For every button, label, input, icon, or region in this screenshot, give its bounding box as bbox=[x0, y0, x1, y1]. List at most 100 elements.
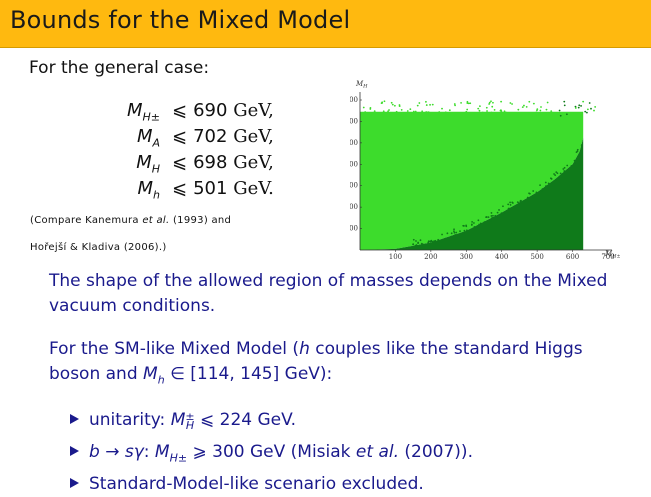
scatter-point bbox=[500, 212, 503, 215]
scatter-point bbox=[479, 222, 482, 225]
scatter-point bbox=[503, 110, 506, 113]
scatter-point bbox=[590, 107, 592, 110]
scatter-point bbox=[465, 229, 468, 232]
scatter-point bbox=[473, 222, 475, 224]
scatter-point bbox=[479, 105, 481, 108]
scatter-point bbox=[576, 148, 579, 151]
scatter-point bbox=[584, 110, 587, 113]
citation-line-2: Hořejší & Kladiva (2006).) bbox=[30, 242, 167, 253]
slide-title: Bounds for the Mixed Model bbox=[10, 6, 351, 34]
bound-rhs: ⩽ 501 GeV. bbox=[172, 178, 274, 199]
scatter-point bbox=[532, 190, 535, 192]
scatter-point bbox=[535, 191, 538, 194]
scatter-point bbox=[434, 239, 437, 242]
scatter-point bbox=[556, 172, 559, 175]
scatter-point bbox=[417, 241, 420, 244]
scatter-point bbox=[412, 243, 415, 246]
scatter-point bbox=[563, 100, 566, 103]
scatter-point bbox=[574, 107, 577, 109]
scatter-point bbox=[425, 104, 428, 106]
bound-row: MH ⩽ 698 GeV, bbox=[72, 152, 274, 178]
scatter-point bbox=[426, 243, 428, 246]
scatter-point bbox=[532, 102, 535, 105]
scatter-point bbox=[547, 182, 550, 185]
scatter-point bbox=[453, 231, 456, 234]
bound-lhs: MH± bbox=[126, 100, 160, 124]
scatter-point bbox=[414, 110, 417, 113]
scatter-point bbox=[507, 203, 510, 206]
scatter-plot: 100 200 300 400 500 600 700 100 200 300 400 500 600… bbox=[350, 80, 620, 261]
scatter-point bbox=[406, 110, 409, 112]
scatter-point bbox=[471, 221, 474, 223]
scatter-point bbox=[502, 205, 504, 208]
scatter-point bbox=[513, 205, 516, 208]
bound-row: MH± ⩽ 690 GeV, bbox=[72, 100, 274, 126]
scatter-point bbox=[440, 240, 443, 243]
scatter-point bbox=[550, 110, 553, 113]
scatter-point bbox=[391, 103, 394, 106]
scatter-point bbox=[546, 101, 549, 104]
scatter-point bbox=[563, 104, 566, 107]
scatter-point bbox=[559, 172, 562, 175]
scatter-point bbox=[414, 246, 417, 249]
scatter-point bbox=[477, 113, 480, 116]
scatter-point bbox=[452, 115, 455, 118]
scatter-point bbox=[559, 114, 562, 117]
scatter-point bbox=[436, 116, 439, 119]
scatter-point bbox=[448, 109, 451, 112]
scatter-point bbox=[476, 225, 479, 228]
scatter-point bbox=[427, 111, 430, 114]
scatter-point bbox=[412, 110, 415, 113]
scatter-point bbox=[415, 245, 418, 248]
bullet-triangle-icon bbox=[70, 446, 79, 456]
y-tick-label: 600 bbox=[350, 117, 358, 125]
scatter-point bbox=[369, 108, 372, 110]
scatter-point bbox=[565, 113, 568, 116]
scatter-point bbox=[387, 110, 389, 113]
bound-row: Mh ⩽ 501 GeV. bbox=[72, 178, 274, 204]
scatter-point bbox=[453, 228, 455, 231]
scatter-point bbox=[509, 201, 511, 204]
scatter-point bbox=[418, 102, 421, 104]
scatter-point bbox=[492, 214, 494, 217]
scatter-point bbox=[549, 177, 552, 180]
scatter-point bbox=[490, 219, 493, 222]
scatter-point bbox=[479, 113, 482, 116]
scatter-point bbox=[415, 240, 417, 242]
y-tick-label: 300 bbox=[350, 182, 358, 190]
scatter-point bbox=[525, 105, 528, 108]
scatter-point bbox=[545, 185, 547, 187]
scatter-point bbox=[572, 112, 575, 115]
scatter-point bbox=[580, 105, 582, 107]
scatter-point bbox=[380, 102, 383, 105]
scatter-point bbox=[481, 111, 484, 114]
bullet-unitarity: unitarity: M± H ⩽ 224 GeV. bbox=[70, 410, 296, 431]
scatter-point bbox=[441, 233, 443, 236]
x-tick-label: 300 bbox=[460, 253, 473, 261]
scatter-point bbox=[460, 101, 462, 104]
scatter-point bbox=[563, 170, 566, 172]
scatter-point bbox=[425, 100, 427, 103]
x-tick-label: 600 bbox=[566, 253, 579, 261]
scatter-point bbox=[585, 111, 588, 114]
scatter-point bbox=[582, 100, 585, 103]
scatter-point bbox=[566, 164, 569, 167]
scatter-point bbox=[496, 211, 499, 214]
scatter-point bbox=[523, 201, 526, 203]
scatter-point bbox=[500, 100, 503, 103]
scatter-point bbox=[466, 108, 469, 111]
scatter-point bbox=[536, 115, 539, 117]
scatter-point bbox=[470, 223, 473, 226]
scatter-point bbox=[416, 104, 419, 107]
title-bar: Bounds for the Mixed Model bbox=[0, 0, 651, 48]
scatter-point bbox=[421, 243, 424, 246]
scatter-point bbox=[455, 231, 458, 234]
scatter-point bbox=[428, 114, 431, 117]
scatter-point bbox=[382, 116, 384, 118]
scatter-point bbox=[369, 116, 371, 119]
scatter-point bbox=[446, 232, 449, 235]
scatter-point bbox=[507, 207, 510, 210]
x-ticks: 100 200 300 400 500 600 700 bbox=[389, 250, 615, 261]
scatter-point bbox=[554, 174, 557, 177]
bounds-block: MH± ⩽ 690 GeV, MA ⩽ 702 GeV, MH ⩽ 698 GeV, … bbox=[72, 100, 274, 204]
